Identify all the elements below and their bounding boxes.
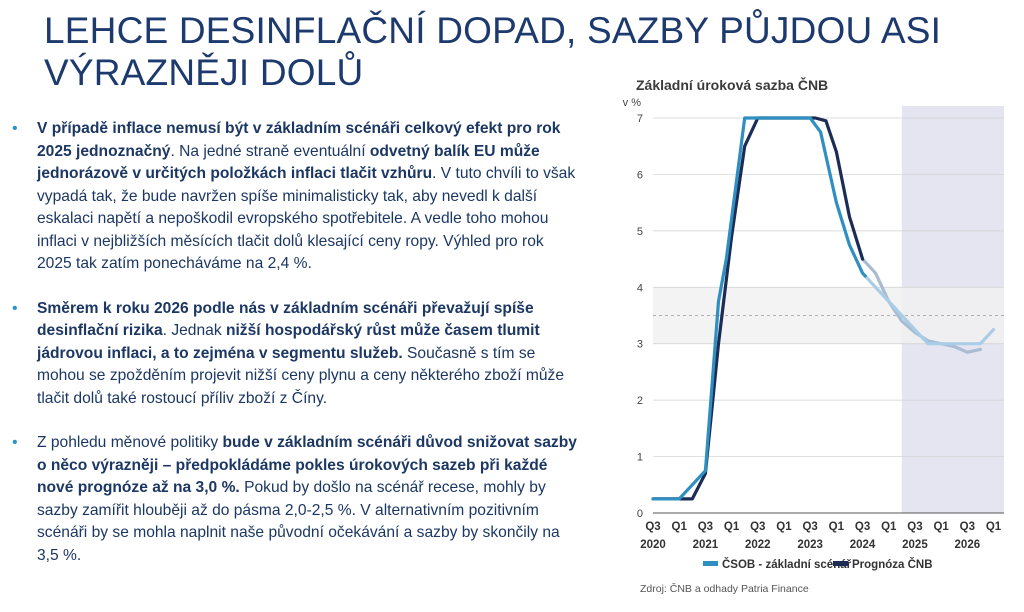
legend-label: Prognóza ČNB	[852, 558, 933, 571]
x-tick-year: 2025	[902, 539, 928, 551]
bullet-text: . Jednak	[162, 322, 226, 339]
series-0-forecast-line	[863, 274, 996, 346]
bullet-bold-text: Směrem k roku 2026 podle nás v základním…	[37, 299, 534, 340]
source-note: Zdroj: ČNB a odhady Patria Finance	[640, 583, 809, 595]
x-tick-quarter: Q3	[960, 521, 975, 533]
series-0-history-line	[651, 116, 867, 501]
y-tick-label: 5	[637, 226, 643, 238]
bullet-bold-text: V případě inflace nemusí být v základním…	[37, 120, 561, 160]
y-tick-label: 0	[637, 508, 643, 520]
x-tick-year: 2024	[850, 539, 876, 551]
bullet-list: • V případě inflace nemusí být v základní…	[12, 118, 577, 589]
slide-title: LEHCE DESINFLAČNÍ DOPAD, SAZBY PŮJDOU AS…	[44, 10, 1004, 94]
y-tick-label: 6	[637, 169, 643, 181]
x-tick-quarter: Q1	[776, 521, 792, 533]
bullet-text: . V tuto chvíli to však vypadá tak, že b…	[37, 165, 576, 272]
bullet-dot: •	[12, 299, 18, 317]
legend-label: ČSOB - základní scénář	[722, 558, 852, 571]
bullet-dot: •	[12, 120, 18, 137]
legend-swatch	[833, 561, 848, 566]
y-tick-label: 7	[637, 113, 643, 125]
bullet-bold-text: nižší hospodářský růst může časem tlumit…	[37, 322, 540, 362]
x-tick-quarter: Q1	[672, 521, 688, 533]
chart-title: Základní úroková sazba ČNB	[636, 77, 829, 93]
slide-title-line2: VÝRAZNĚJI DOLŮ	[44, 52, 364, 93]
bullet-dot: •	[12, 434, 18, 451]
x-tick-quarter: Q3	[698, 521, 713, 533]
x-tick-quarter: Q3	[645, 521, 660, 533]
bullet-text: Pokud by došlo na scénář recese, mohly b…	[37, 479, 560, 564]
bullet-item: • Z pohledu měnové politiky bude v základ…	[12, 432, 577, 567]
x-tick-quarter: Q3	[750, 521, 765, 533]
x-tick-quarter: Q3	[802, 521, 817, 533]
series-1-history-line	[651, 116, 865, 501]
y-tick-label: 2	[637, 395, 643, 407]
y-tick-label: 3	[637, 339, 643, 351]
legend-swatch	[703, 561, 718, 566]
x-tick-year: 2021	[693, 539, 719, 551]
x-tick-year: 2023	[797, 539, 823, 551]
x-tick-quarter: Q1	[933, 521, 949, 533]
x-tick-year: 2020	[640, 539, 666, 551]
bullet-text: Z pohledu měnové politiky	[37, 434, 223, 451]
bullet-text: . Na jedné straně eventuální	[170, 142, 370, 160]
y-tick-label: 4	[637, 282, 643, 294]
bullet-bold-text: bude v základním scénáři důvod snižovat …	[37, 434, 577, 496]
x-tick-quarter: Q3	[855, 521, 870, 533]
slide-title-line1: LEHCE DESINFLAČNÍ DOPAD, SAZBY PŮJDOU AS…	[44, 10, 942, 51]
y-tick-label: 1	[637, 452, 643, 464]
y-axis-label: v %	[623, 97, 642, 109]
bullet-text: Současně s tím se mohou se zpožděním pro…	[37, 344, 565, 407]
x-tick-year: 2026	[955, 539, 981, 551]
x-tick-quarter: Q1	[829, 521, 845, 533]
x-tick-quarter: Q1	[724, 521, 740, 533]
x-tick-quarter: Q1	[881, 521, 897, 533]
x-tick-quarter: Q1	[986, 521, 1002, 533]
bullet-bold-text: odvetný balík EU může jednorázově v urči…	[37, 142, 540, 183]
x-tick-quarter: Q3	[907, 521, 922, 533]
bullet-item: • Směrem k roku 2026 podle nás v základní…	[12, 298, 577, 411]
policy-rate-line-chart: 0 1 2 3 4 5 6 7 v % Q3 2020 Q1 Q3 2021 Q1 Q3 2022 Q1 Q3 202…	[623, 97, 1004, 571]
x-tick-year: 2022	[745, 539, 771, 551]
bullet-item: • V případě inflace nemusí být v základní…	[12, 118, 577, 276]
